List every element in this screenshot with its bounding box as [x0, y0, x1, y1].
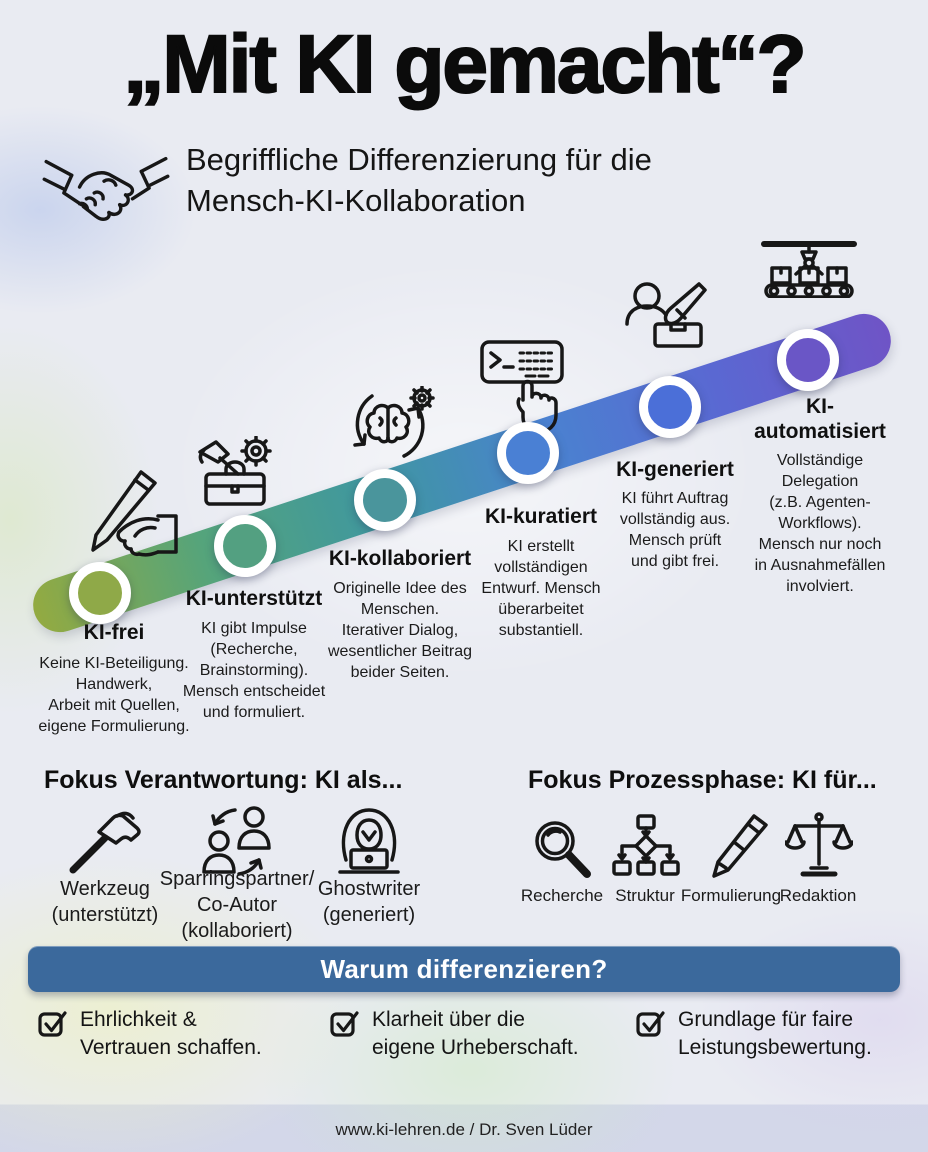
stage-name: KI-unterstützt	[185, 587, 323, 610]
stage-name: KI-kollaboriert	[328, 547, 472, 570]
checkbox-icon	[636, 1011, 665, 1037]
stage-node	[69, 562, 131, 624]
toolbox-icon	[198, 436, 272, 506]
magnifier-icon	[535, 821, 591, 878]
prozessphase-item-label: Redaktion	[779, 886, 857, 905]
brain-gear-cycle-icon	[353, 386, 435, 458]
stage-node	[777, 329, 839, 391]
stage-name: KI-frei	[83, 621, 145, 644]
why-item-text: Klarheit über die eigene Urheberschaft.	[372, 1008, 579, 1059]
keyboard-hand-icon	[480, 340, 564, 434]
page-title: „Mit KI gemacht“?	[122, 18, 807, 111]
verantwortung-item-label: Ghostwriter (generiert)	[317, 878, 421, 926]
writing-hand-icon	[91, 470, 178, 557]
stage-description: KI gibt Impulse (Recherche, Brainstormin…	[182, 620, 326, 721]
handshake-icon	[42, 156, 170, 221]
stage-name: KI-kuratiert	[484, 505, 598, 528]
person-paintbrush-icon	[625, 282, 707, 348]
footer-credit: www.ki-lehren.de / Dr. Sven Lüder	[335, 1120, 593, 1139]
ghostwriter-icon	[338, 808, 400, 874]
verantwortung-item-label: Sparringspartner/ Co-Autor (kollaboriert…	[159, 868, 315, 942]
pen-icon	[712, 814, 768, 878]
stage-description: Originelle Idee des Menschen. Iterativer…	[327, 580, 473, 681]
prozessphase-heading: Fokus Prozessphase: KI für...	[528, 766, 877, 794]
partners-icon	[202, 806, 271, 876]
why-banner: Warum differenzieren?	[28, 946, 900, 992]
stage-node	[497, 422, 559, 484]
page-subtitle: Begriffliche Differenzierung für die Men…	[186, 142, 652, 218]
why-item-text: Ehrlichkeit & Vertrauen schaffen.	[80, 1008, 262, 1059]
stage-description: KI führt Auftrag vollständig aus. Mensch…	[619, 490, 731, 570]
verantwortung-heading: Fokus Verantwortung: KI als...	[44, 766, 403, 794]
scales-icon	[785, 812, 853, 877]
hammer-icon	[69, 811, 141, 874]
why-banner-title: Warum differenzieren?	[320, 953, 608, 984]
stage-description: Keine KI-Beteiligung. Handwerk, Arbeit m…	[38, 655, 190, 735]
prozessphase-item-label: Struktur	[615, 886, 675, 905]
prozessphase-item-label: Recherche	[520, 886, 604, 905]
conveyor-icon	[761, 241, 857, 298]
stage-node	[639, 376, 701, 438]
stage-name: KI-automatisiert	[754, 395, 886, 443]
prozessphase-item-label: Formulierung	[680, 886, 782, 905]
why-item-text: Grundlage für faire Leistungsbewertung.	[678, 1008, 872, 1059]
stage-node	[214, 515, 276, 577]
checkbox-icon	[38, 1011, 67, 1037]
stage-description: KI erstellt vollständigen Entwurf. Mensc…	[481, 538, 601, 639]
stage-node	[354, 469, 416, 531]
checkbox-icon	[330, 1011, 359, 1037]
stage-name: KI-generiert	[616, 458, 734, 481]
flowchart-icon	[612, 814, 680, 876]
verantwortung-item-label: Werkzeug (unterstützt)	[51, 878, 159, 926]
stage-description: Vollständige Delegation (z.B. Agenten- W…	[754, 452, 886, 595]
